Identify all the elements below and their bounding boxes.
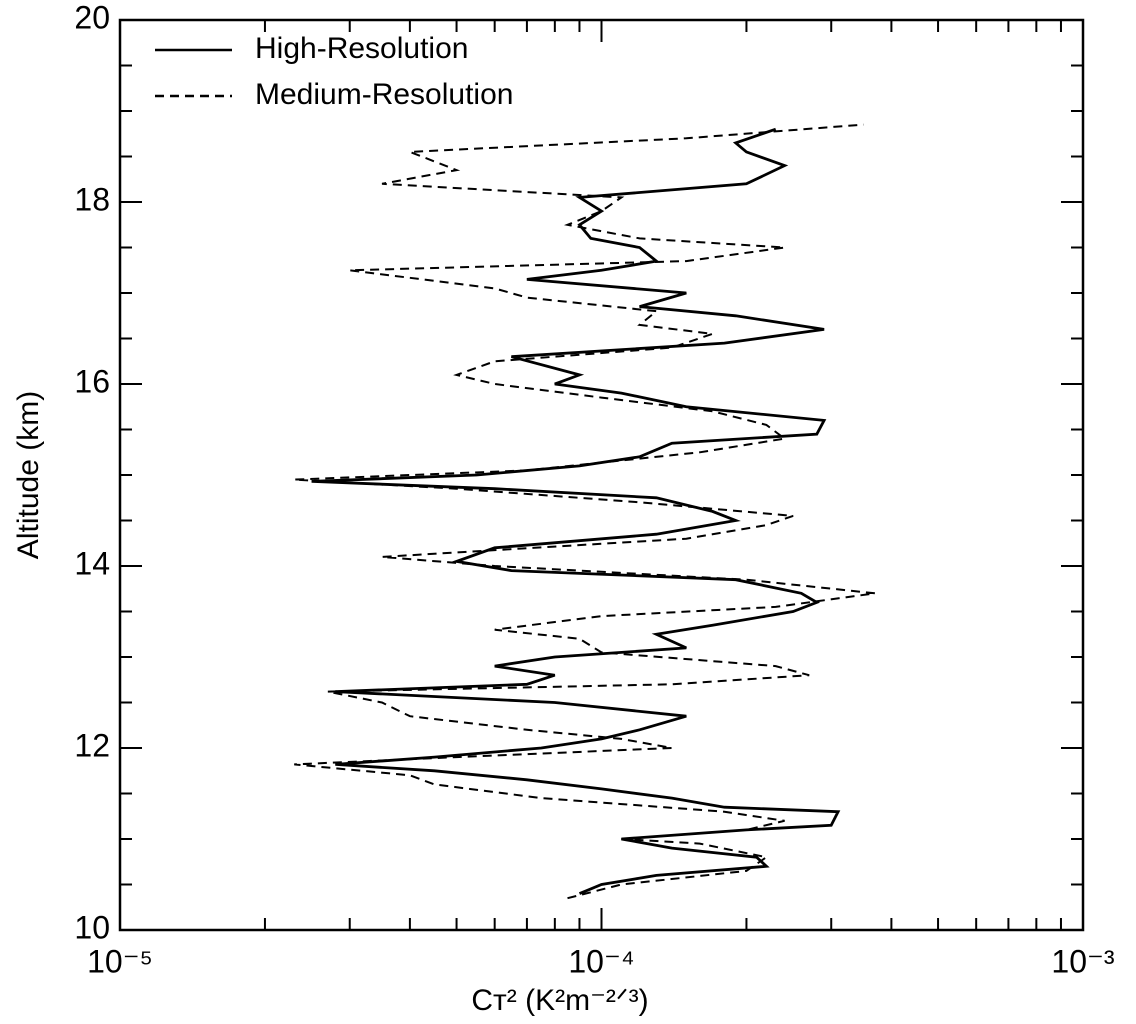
y-tick-label: 12 bbox=[74, 727, 110, 763]
y-tick-label: 14 bbox=[74, 545, 110, 581]
x-tick-label: 10⁻⁵ bbox=[87, 943, 153, 979]
data-line bbox=[311, 127, 841, 895]
x-tick-label: 10⁻³ bbox=[1051, 943, 1114, 979]
y-tick-label: 10 bbox=[74, 909, 110, 945]
legend-label: High-Resolution bbox=[255, 32, 468, 65]
y-axis-label: Altitude (km) bbox=[12, 391, 45, 559]
y-tick-label: 18 bbox=[74, 181, 110, 217]
x-axis-label: Cᴛ² (K²m⁻²ᐟ³) bbox=[471, 984, 648, 1017]
legend-label: Medium-Resolution bbox=[255, 78, 513, 111]
y-tick-label: 16 bbox=[74, 363, 110, 399]
x-tick-label: 10⁻⁴ bbox=[568, 943, 634, 979]
data-line bbox=[294, 123, 876, 900]
y-tick-label: 20 bbox=[74, 0, 110, 35]
plot-frame bbox=[118, 18, 1085, 932]
